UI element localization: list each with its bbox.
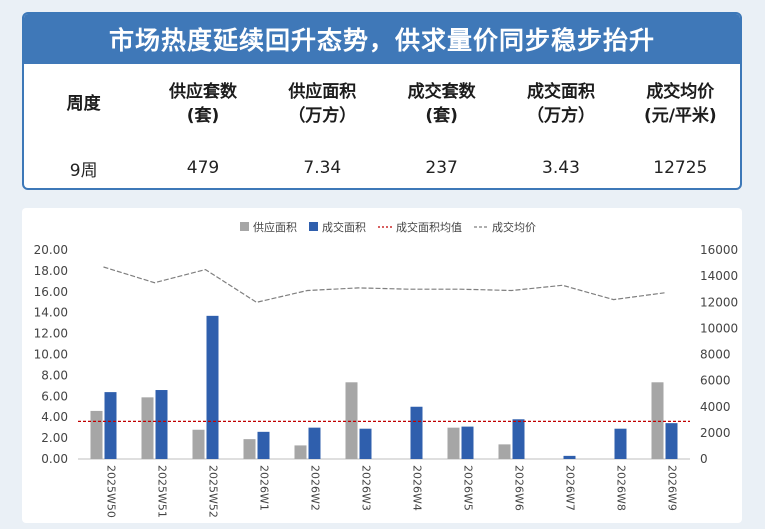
header-supply-units: 供应套数 (套) bbox=[143, 64, 262, 144]
x-tick-label: 2026W9 bbox=[666, 465, 679, 511]
legend-label: 供应面积 bbox=[253, 220, 297, 234]
x-tick-label: 2026W8 bbox=[615, 465, 628, 511]
cell-week: 9周 bbox=[69, 160, 98, 181]
header-deal-units: 成交套数 (套) bbox=[382, 64, 501, 144]
stats-table: 周度 供应套数 (套) 供应面积 （万方） 成交套数 (套) 成交面积 （万方） 成交均… bbox=[24, 64, 740, 188]
cell-avg-price: 12725 bbox=[653, 158, 708, 178]
banner-title: 市场热度延续回升态势，供求量价同步稳步抬升 bbox=[24, 14, 740, 64]
header-avg-price-label: 成交均价 bbox=[646, 82, 715, 102]
cell-deal-area: 3.43 bbox=[542, 158, 580, 178]
y-right-tick-label: 12000 bbox=[700, 295, 738, 309]
header-deal-area-label: 成交面积 bbox=[526, 82, 595, 102]
header-supply-area-label: 供应面积 bbox=[288, 82, 357, 102]
y-right-tick-label: 2000 bbox=[700, 426, 731, 440]
x-tick-label: 2026W1 bbox=[258, 465, 271, 511]
y-right-tick-label: 16000 bbox=[700, 243, 738, 257]
x-tick-label: 2025W50 bbox=[105, 465, 118, 518]
deal-area-bar bbox=[104, 392, 117, 459]
header-supply-area: 供应面积 （万方） bbox=[263, 64, 382, 144]
supply-area-bar bbox=[141, 397, 154, 459]
y-right-tick-label: 6000 bbox=[700, 374, 731, 388]
supply-area-bar bbox=[243, 439, 256, 459]
stats-header-row: 周度 供应套数 (套) 供应面积 （万方） 成交套数 (套) 成交面积 （万方） 成交均… bbox=[24, 64, 740, 144]
header-week: 周度 bbox=[24, 64, 143, 144]
avg-price-line bbox=[103, 266, 665, 303]
y-left-tick-label: 6.00 bbox=[41, 389, 68, 403]
deal-area-bar bbox=[206, 315, 219, 459]
header-deal-units-label: 成交套数 bbox=[407, 82, 476, 102]
header-supply-units-label: 供应套数 bbox=[168, 82, 237, 102]
deal-area-bar bbox=[410, 406, 423, 459]
chart-panel: 0.00 2.00 4.00 6.00 8.00 10.00 12.00 14.00 16.00… bbox=[22, 208, 742, 523]
y-left-tick-label: 14.00 bbox=[34, 306, 68, 320]
y-left-tick-label: 4.00 bbox=[41, 410, 68, 424]
header-supply-units-unit: (套) bbox=[186, 106, 220, 126]
header-avg-price: 成交均价 (元/平米) bbox=[621, 64, 740, 144]
supply-area-bar bbox=[294, 445, 307, 459]
y-left-tick-label: 20.00 bbox=[34, 243, 68, 257]
supply-area-bar bbox=[447, 427, 460, 459]
x-tick-label: 2026W5 bbox=[462, 465, 475, 511]
y-left-tick-label: 16.00 bbox=[34, 285, 68, 299]
y-right-tick-label: 10000 bbox=[700, 321, 738, 335]
x-tick-label: 2026W7 bbox=[564, 465, 577, 511]
legend-label: 成交面积均值 bbox=[396, 220, 462, 234]
header-supply-area-unit: （万方） bbox=[288, 106, 357, 126]
y-right-tick-label: 14000 bbox=[700, 269, 738, 283]
y-right-tick-label: 0 bbox=[700, 452, 708, 466]
legend-label: 成交均价 bbox=[492, 220, 536, 234]
x-tick-label: 2026W2 bbox=[309, 465, 322, 511]
cell-supply-area: 7.34 bbox=[303, 158, 342, 178]
y-left-tick-label: 8.00 bbox=[41, 368, 68, 382]
deal-area-bar bbox=[257, 431, 270, 459]
y-right-tick-label: 4000 bbox=[700, 400, 731, 414]
combo-chart: 0.00 2.00 4.00 6.00 8.00 10.00 12.00 14.00 16.00… bbox=[34, 220, 739, 518]
supply-area-bar bbox=[345, 382, 358, 459]
y-left-tick-label: 18.00 bbox=[34, 264, 68, 278]
y-left-tick-label: 0.00 bbox=[41, 452, 68, 466]
y-left-tick-label: 2.00 bbox=[41, 431, 68, 445]
deal-area-bar bbox=[665, 423, 678, 459]
header-deal-area-unit: （万方） bbox=[526, 106, 595, 126]
header-week-label: 周度 bbox=[66, 94, 101, 114]
x-tick-label: 2025W51 bbox=[156, 465, 169, 518]
x-tick-label: 2026W3 bbox=[360, 465, 373, 511]
legend-swatch bbox=[240, 222, 249, 231]
deal-area-bar bbox=[359, 428, 372, 459]
supply-area-bar bbox=[192, 429, 205, 459]
deal-area-bar bbox=[308, 427, 321, 459]
deal-area-bar bbox=[614, 428, 627, 459]
deal-area-bar bbox=[563, 455, 576, 459]
cell-supply-units: 479 bbox=[186, 158, 220, 178]
cell-deal-units: 237 bbox=[425, 158, 458, 178]
x-tick-label: 2025W52 bbox=[207, 465, 220, 518]
x-tick-label: 2026W6 bbox=[513, 465, 526, 511]
x-tick-label: 2026W4 bbox=[411, 465, 424, 511]
deal-area-bar bbox=[512, 419, 525, 459]
deal-area-bar bbox=[461, 426, 474, 459]
summary-card: 市场热度延续回升态势，供求量价同步稳步抬升 周度 供应套数 (套) 供应面积 （万方… bbox=[22, 12, 742, 190]
y-left-tick-label: 12.00 bbox=[34, 327, 68, 341]
supply-area-bar bbox=[90, 410, 103, 459]
header-deal-area: 成交面积 （万方） bbox=[501, 64, 620, 144]
supply-area-bar bbox=[498, 444, 511, 459]
legend-swatch bbox=[309, 222, 318, 231]
header-deal-units-unit: (套) bbox=[425, 106, 458, 126]
header-avg-price-unit: (元/平米) bbox=[643, 106, 717, 126]
stats-value-row: 9周 479 7.34 237 3.43 12725 bbox=[24, 144, 740, 188]
y-right-tick-label: 8000 bbox=[700, 348, 731, 362]
y-left-tick-label: 10.00 bbox=[34, 348, 68, 362]
supply-area-bar bbox=[651, 382, 664, 459]
legend-label: 成交面积 bbox=[322, 220, 366, 234]
deal-area-bar bbox=[155, 390, 168, 459]
